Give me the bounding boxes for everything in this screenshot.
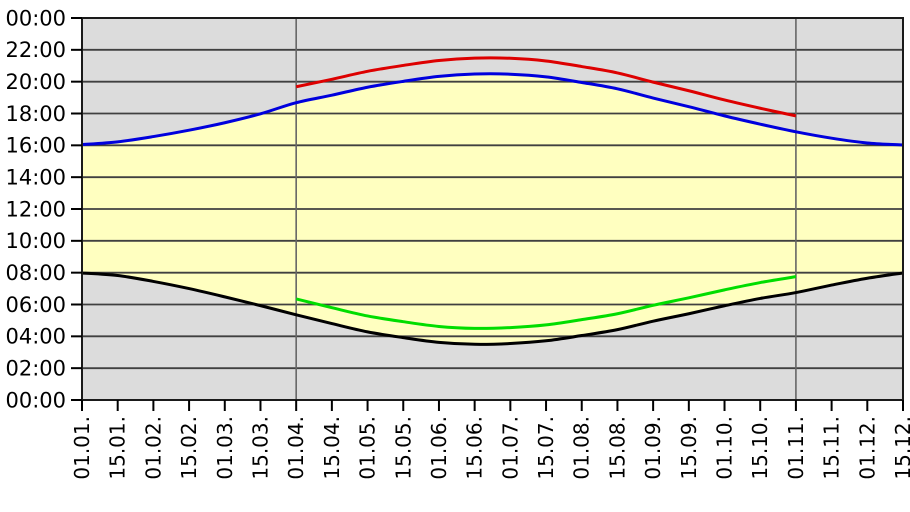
y-axis-label: 22:00 xyxy=(5,38,66,62)
x-axis-label: 01.10. xyxy=(713,416,737,480)
y-axis-label: 12:00 xyxy=(5,197,66,221)
x-axis-label: 15.06. xyxy=(463,416,487,480)
x-axis-label: 01.11. xyxy=(784,416,808,480)
y-axis-label: 00:00 xyxy=(5,6,66,30)
x-axis-label: 01.06. xyxy=(427,416,451,480)
x-axis-label: 15.02. xyxy=(177,416,201,480)
x-axis-label: 15.05. xyxy=(391,416,415,480)
x-axis-label: 15.11. xyxy=(820,416,844,480)
x-axis-label: 15.12. xyxy=(891,416,910,480)
x-axis-label: 01.09. xyxy=(641,416,665,480)
sunrise-curve xyxy=(81,271,904,346)
y-axis-label: 14:00 xyxy=(5,166,66,190)
x-axis-label: 15.01. xyxy=(106,416,130,480)
x-axis-label: 01.02. xyxy=(141,416,165,480)
x-axis-label: 01.01. xyxy=(70,416,94,480)
y-axis-label: 16:00 xyxy=(5,134,66,158)
x-axis-label: 15.09. xyxy=(677,416,701,480)
y-axis-label: 20:00 xyxy=(5,70,66,94)
y-axis-label: 18:00 xyxy=(5,102,66,126)
x-axis-label: 01.08. xyxy=(570,416,594,480)
x-axis-label: 15.07. xyxy=(534,416,558,480)
x-axis-label: 01.07. xyxy=(498,416,522,480)
x-axis-label: 15.10. xyxy=(748,416,772,480)
y-axis-label: 04:00 xyxy=(5,325,66,349)
sunrise-dst-curve xyxy=(295,275,797,330)
x-axis-label: 01.12. xyxy=(855,416,879,480)
y-axis-label: 00:00 xyxy=(5,388,66,412)
x-axis-label: 15.03. xyxy=(248,416,272,480)
sunset-curve xyxy=(81,72,904,147)
x-axis-label: 01.03. xyxy=(213,416,237,480)
y-axis-label: 10:00 xyxy=(5,229,66,253)
x-axis: 01.01. 15.01. 01.02. 15.02. 01.03. 15.03. 01.0… xyxy=(70,400,910,480)
x-axis-label: 01.05. xyxy=(356,416,380,480)
x-axis-label: 15.08. xyxy=(605,416,629,480)
y-axis: 00:00 02:00 04:00 06:00 08:00 10:00 12:00 14:00… xyxy=(5,6,82,412)
horizontal-gridlines xyxy=(82,48,903,370)
y-axis-label: 06:00 xyxy=(5,293,66,317)
vertical-gridlines xyxy=(295,18,797,400)
x-axis-label: 01.04. xyxy=(284,416,308,480)
y-axis-label: 02:00 xyxy=(5,357,66,381)
sunset-dst-curve xyxy=(295,56,797,118)
x-axis-label: 15.04. xyxy=(320,416,344,480)
y-axis-label: 08:00 xyxy=(5,261,66,285)
